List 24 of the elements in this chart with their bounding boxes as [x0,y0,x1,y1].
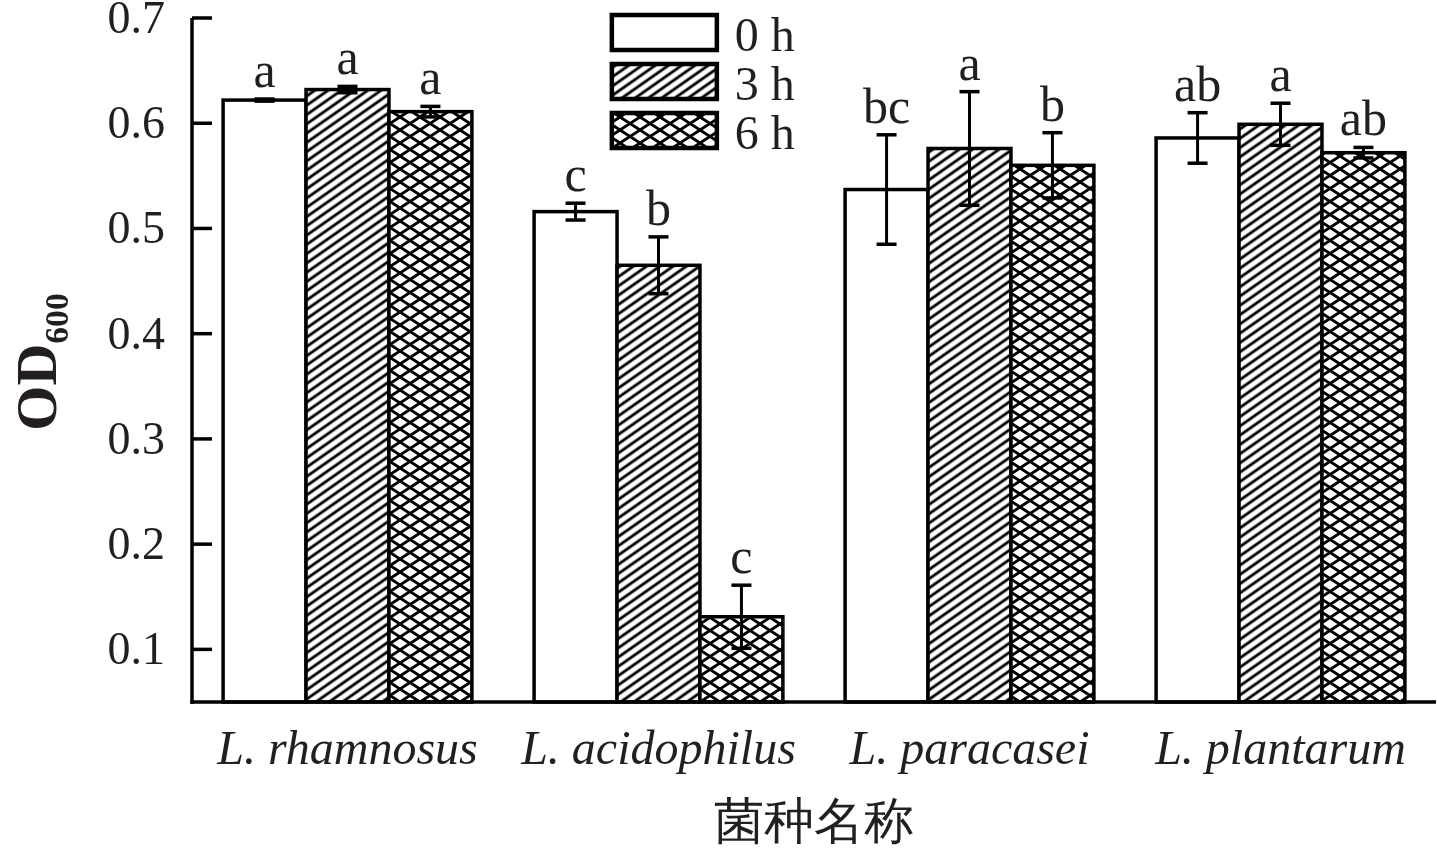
x-tick-label: L. paracasei [848,721,1090,774]
x-tick-label: L. acidophilus [520,721,796,774]
y-tick-label: 0.4 [107,307,165,359]
y-tick-label: 0.5 [107,202,165,254]
data-label: b [646,179,671,236]
data-label: a [958,34,981,91]
y-tick-label: 0.1 [107,623,165,675]
data-label: a [1269,46,1292,103]
x-tick-label: L. rhamnosus [216,721,478,774]
data-label: c [730,528,753,585]
y-tick-label: 0.6 [107,97,165,149]
y-tick-label: 0.7 [107,0,165,43]
data-label: ab [1173,55,1222,112]
data-label: a [419,49,442,106]
x-tick-label: L. plantarum [1154,721,1406,774]
data-label: a [253,42,276,99]
data-label: ab [1339,90,1388,147]
y-tick-label: 0.3 [107,412,165,464]
data-label: bc [862,77,911,134]
data-label: c [564,146,587,203]
x-axis-title: 菌种名称 [714,792,914,850]
data-label: b [1039,75,1065,132]
y-tick-label: 0.2 [107,518,165,570]
data-label: a [336,29,359,86]
